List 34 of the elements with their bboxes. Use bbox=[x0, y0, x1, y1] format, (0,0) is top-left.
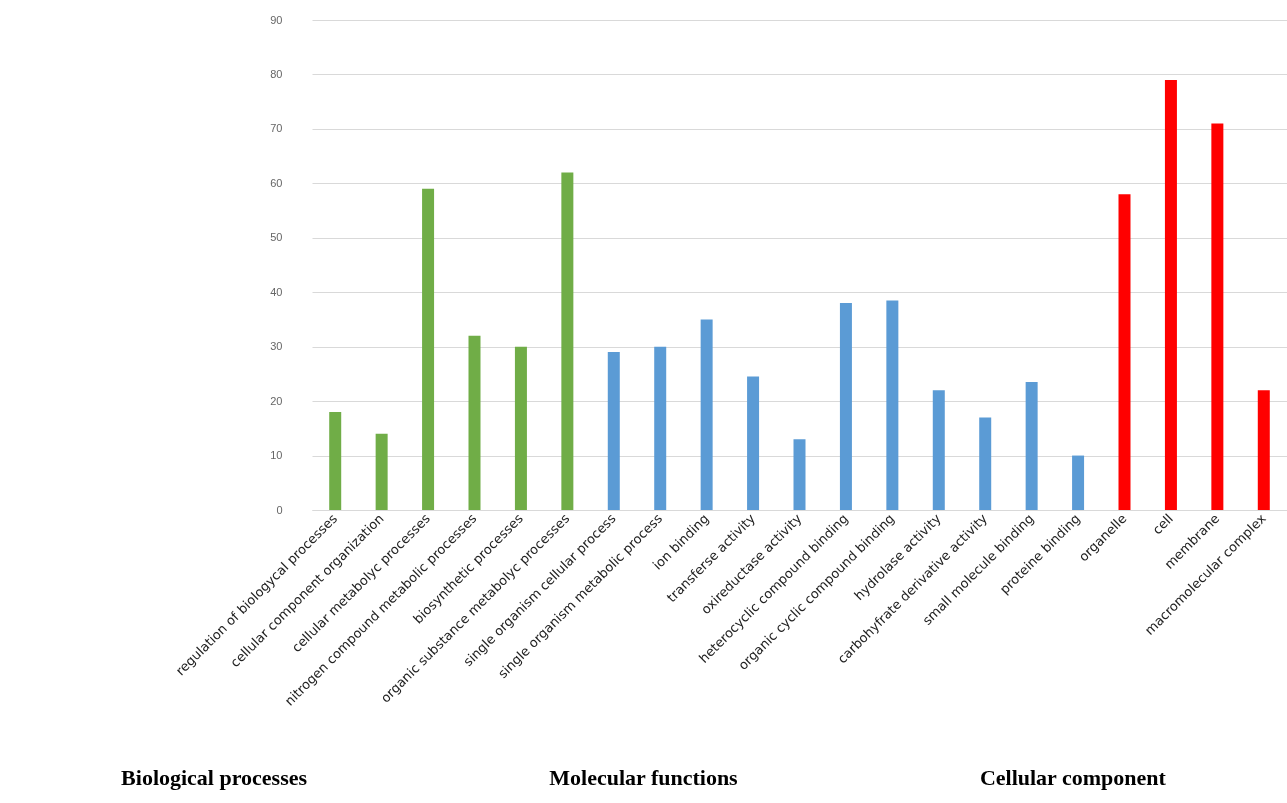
bar bbox=[932, 390, 945, 510]
bar bbox=[886, 300, 899, 510]
bar bbox=[607, 352, 620, 510]
y-tick-label: 40 bbox=[270, 285, 283, 298]
bar bbox=[468, 335, 481, 510]
y-tick-label: 0 bbox=[276, 503, 283, 516]
bar bbox=[1211, 123, 1224, 510]
bar bbox=[979, 417, 992, 510]
bar bbox=[1118, 194, 1131, 510]
bar bbox=[747, 376, 760, 510]
y-tick-label: 60 bbox=[270, 176, 283, 189]
bar bbox=[422, 188, 435, 510]
text: Cellular component bbox=[979, 765, 1166, 791]
bar bbox=[1072, 455, 1085, 510]
bar bbox=[654, 346, 667, 510]
text: Molecular functions bbox=[549, 765, 738, 791]
y-tick-label: 10 bbox=[270, 449, 283, 462]
y-tick-label: 80 bbox=[270, 67, 283, 80]
y-tick-label: 70 bbox=[270, 122, 283, 135]
bar bbox=[1164, 79, 1177, 510]
y-tick-label: 50 bbox=[270, 231, 283, 244]
bar bbox=[700, 319, 713, 510]
bar bbox=[329, 412, 342, 510]
text: Biological processes bbox=[121, 765, 308, 791]
bar bbox=[839, 303, 852, 510]
bar bbox=[1257, 390, 1270, 510]
y-tick-label: 30 bbox=[270, 340, 283, 353]
y-tick-label: 90 bbox=[270, 13, 283, 26]
bar bbox=[793, 439, 806, 510]
bar bbox=[514, 346, 527, 510]
bar bbox=[1025, 382, 1038, 510]
bar bbox=[375, 433, 388, 510]
bar bbox=[561, 172, 574, 510]
y-tick-label: 20 bbox=[270, 394, 283, 407]
